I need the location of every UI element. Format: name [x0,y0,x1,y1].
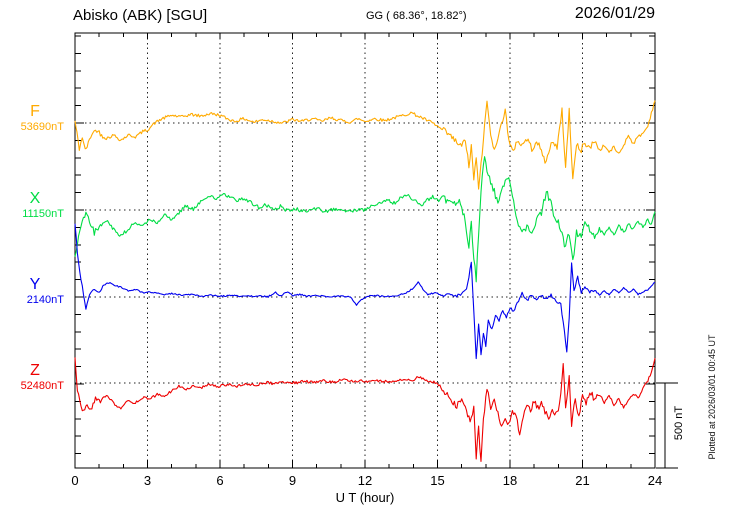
channel-label-X: X 11150nT [6,190,64,220]
x-tick-label: 3 [143,473,152,488]
x-tick-label: 18 [502,473,518,488]
channel-symbol: Y [29,276,41,293]
channel-label-Z: Z 52480nT [6,362,64,392]
x-tick-label: 21 [575,473,590,488]
channel-baseline-value: 53690nT [20,121,64,133]
geo-coords: GG ( 68.36°, 18.82°) [366,10,467,22]
channel-baseline-value: 11150nT [22,208,64,220]
x-tick-label: 6 [216,473,224,488]
channel-baseline-value: 52480nT [20,380,64,392]
channel-baseline-value: 2140nT [26,294,64,306]
x-axis-label: U T (hour) [335,490,395,505]
x-tick-label: 9 [288,473,297,488]
channel-label-F: F 53690nT [6,103,64,133]
plot-date: 2026/01/29 [574,5,655,22]
station-title: Abisko (ABK) [SGU] [73,7,208,24]
channel-symbol: F [30,103,40,120]
scale-bar-label: 500 nT [673,405,685,441]
channel-label-Y: Y 2140nT [6,276,64,306]
channel-symbol: Z [30,362,40,379]
x-tick-label: 12 [357,473,373,488]
x-tick-label: 0 [71,473,79,488]
x-tick-label: 15 [430,473,445,488]
x-tick-label: 24 [647,473,663,488]
plotted-at-note: Plotted at 2026/03/01 00:45 UT [707,334,717,460]
channel-symbol: X [29,190,41,207]
